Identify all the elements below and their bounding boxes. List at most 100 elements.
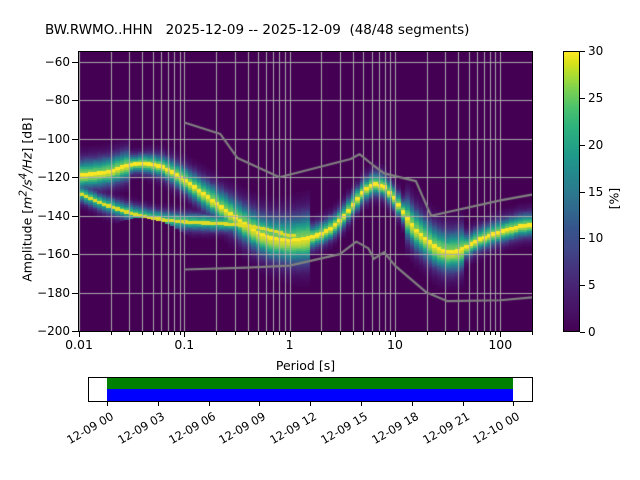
x-axis-tick-mark [390, 332, 391, 335]
y-axis-tick-mark [72, 216, 78, 217]
page-title: BW.RWMO..HHN 2025-12-09 -- 2025-12-09 (4… [45, 22, 470, 38]
time-axis-tick-label: 12-09 15 [318, 409, 371, 447]
y-axis-tick-mark [72, 293, 78, 294]
x-axis-tick-mark [372, 332, 373, 335]
colorbar-tick-label: 0 [588, 325, 596, 339]
colorbar-tick-mark [580, 285, 585, 286]
y-axis-tick-label: −180 [37, 285, 70, 300]
colorbar-tick-label: 15 [588, 184, 604, 199]
time-axis-tick-label: 12-09 03 [115, 409, 167, 447]
x-axis-tick-mark [495, 332, 496, 335]
colorbar-label: [%] [606, 187, 622, 210]
ppsd-heatmap-canvas [79, 52, 532, 331]
time-axis-tick-mark [513, 402, 514, 406]
y-axis-tick-label: −120 [37, 170, 70, 185]
colorbar[interactable] [563, 51, 580, 332]
x-axis-tick-mark [153, 332, 154, 335]
time-axis-tick-mark [107, 402, 108, 406]
x-axis-tick-mark [363, 332, 364, 335]
x-axis-tick-mark [258, 332, 259, 335]
colorbar-tick-mark [580, 51, 585, 52]
x-axis-tick-mark [273, 332, 274, 335]
data-coverage-bar[interactable] [88, 377, 533, 402]
x-axis-tick-mark [174, 332, 175, 335]
x-axis-tick-mark [129, 332, 130, 335]
time-axis-tick-label: 12-09 12 [267, 409, 320, 447]
coverage-band-green [107, 378, 514, 389]
y-axis-label: Amplitude [m2/s4/Hz] [dB] [17, 70, 34, 330]
time-axis-tick-mark [412, 402, 413, 406]
time-axis-tick-label: 12-09 21 [419, 409, 472, 447]
x-axis-tick-mark [445, 332, 446, 335]
x-axis-tick-mark [290, 332, 291, 337]
x-axis-tick-mark [184, 332, 185, 337]
colorbar-tick-mark [580, 98, 585, 99]
y-axis-tick-label: −140 [37, 208, 70, 223]
colorbar-tick-mark [580, 238, 585, 239]
x-axis-tick-mark [111, 332, 112, 335]
y-axis-tick-label: −100 [37, 131, 70, 146]
ppsd-plot-area[interactable] [78, 51, 533, 332]
time-axis-tick-mark [463, 402, 464, 406]
time-axis-tick-mark [259, 402, 260, 406]
y-axis-tick-label: −200 [37, 324, 70, 338]
x-axis-tick-label: 0.1 [174, 337, 195, 352]
colorbar-tick-label: 25 [588, 90, 604, 105]
x-axis-tick-mark [469, 332, 470, 335]
x-axis-tick-mark [484, 332, 485, 335]
y-axis-tick-mark [72, 100, 78, 101]
time-axis-tick-label: 12-09 18 [369, 409, 421, 447]
x-axis-tick-label: 100 [488, 337, 513, 352]
colorbar-tick-mark [580, 332, 585, 333]
x-axis-tick-mark [235, 332, 236, 335]
x-axis-tick-mark [266, 332, 267, 335]
y-axis-tick-mark [72, 331, 78, 332]
time-axis-tick-label: 12-09 09 [216, 409, 269, 447]
time-axis-tick-mark [310, 402, 311, 406]
y-axis-tick-mark [72, 177, 78, 178]
x-axis-tick-label: 1 [285, 337, 294, 352]
x-axis-tick-mark [216, 332, 217, 335]
time-axis-tick-mark [361, 402, 362, 406]
x-axis-tick-mark [490, 332, 491, 335]
x-axis-tick-mark [321, 332, 322, 335]
x-axis-tick-mark [168, 332, 169, 335]
colorbar-tick-label: 30 [588, 44, 604, 58]
x-axis-tick-mark [248, 332, 249, 335]
y-axis-tick-label: −80 [44, 93, 70, 108]
x-axis-tick-mark [353, 332, 354, 335]
x-axis-tick-mark [500, 332, 501, 337]
x-axis-tick-mark [395, 332, 396, 337]
y-axis-tick-mark [72, 254, 78, 255]
colorbar-tick-label: 10 [588, 231, 604, 246]
colorbar-tick-label: 5 [588, 278, 596, 293]
x-axis-tick-mark [279, 332, 280, 335]
x-axis-tick-mark [180, 332, 181, 335]
colorbar-tick-label: 20 [588, 137, 604, 152]
y-axis-label-text: Amplitude [m2/s4/Hz] [dB] [17, 117, 35, 282]
time-axis-tick-label: 12-09 06 [165, 409, 218, 447]
coverage-band-blue [107, 389, 514, 401]
x-axis-tick-mark [477, 332, 478, 335]
x-axis-tick-label: 0.01 [65, 337, 93, 352]
colorbar-tick-mark [580, 145, 585, 146]
time-axis-tick-mark [158, 402, 159, 406]
x-axis-tick-mark [379, 332, 380, 335]
colorbar-tick-mark [580, 192, 585, 193]
x-axis-tick-mark [385, 332, 386, 335]
y-axis-ticks: −60 −80 −100 −120 −140 −160 −180 −200 [0, 0, 70, 480]
x-axis-tick-mark [340, 332, 341, 335]
x-axis-tick-mark [427, 332, 428, 335]
y-axis-tick-mark [72, 62, 78, 63]
y-axis-tick-mark [72, 139, 78, 140]
x-axis-tick-mark [458, 332, 459, 335]
x-axis-tick-mark [532, 332, 533, 335]
y-axis-tick-label: −60 [44, 54, 70, 69]
time-axis-tick-mark [209, 402, 210, 406]
x-axis-tick-label: 10 [387, 337, 403, 352]
x-axis-tick-mark [142, 332, 143, 335]
x-axis-tick-mark [79, 332, 80, 337]
y-axis-tick-label: −160 [37, 247, 70, 262]
x-axis-tick-mark [161, 332, 162, 335]
